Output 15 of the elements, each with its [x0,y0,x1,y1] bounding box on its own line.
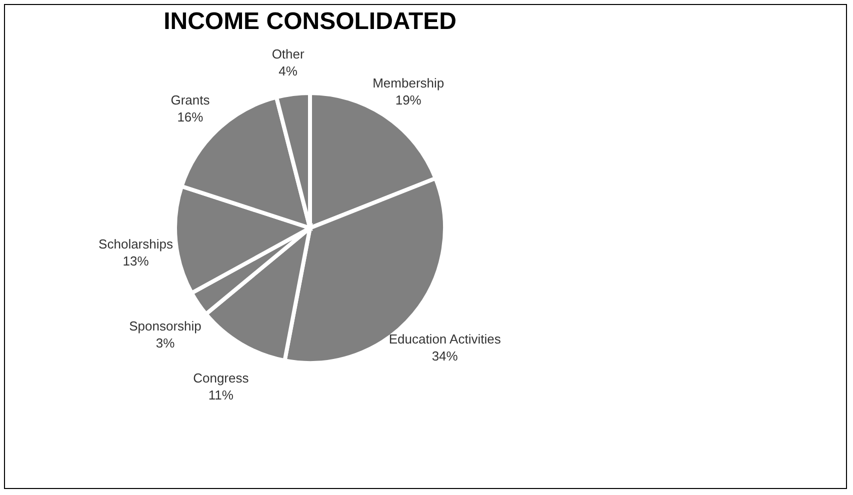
slice-label: Membership [372,75,444,90]
data-label: 11% [208,388,234,403]
data-label: 13% [122,253,150,268]
data-label: 3% [156,335,176,350]
data-label: 4% [278,63,298,78]
slice-label: Congress [193,370,250,386]
slice-label: Scholarships [98,236,174,252]
data-label: 16% [177,109,204,124]
slice-label: Other [272,46,305,62]
slice-label: Sponsorship [129,318,202,334]
chart-title: INCOME CONSOLIDATED [164,8,456,35]
slice-label: Grants [170,92,210,108]
data-label: 34% [432,348,458,364]
slice-label: Education Activities [388,332,502,347]
data-label: 19% [395,92,422,108]
